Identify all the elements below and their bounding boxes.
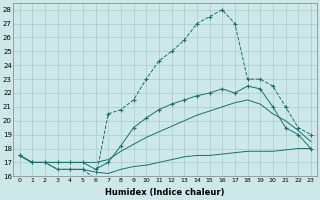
X-axis label: Humidex (Indice chaleur): Humidex (Indice chaleur) [106,188,225,197]
